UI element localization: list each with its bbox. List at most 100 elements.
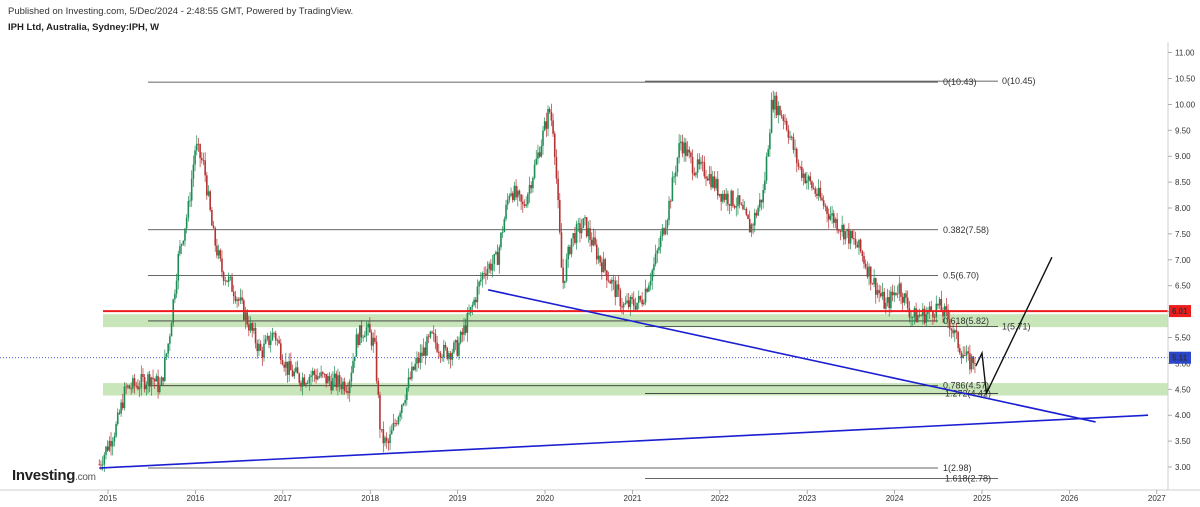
candle-body-64 bbox=[206, 175, 208, 196]
candle-body-519 bbox=[970, 356, 973, 370]
candle-body-245 bbox=[510, 193, 512, 196]
candle-body-302 bbox=[606, 270, 608, 281]
candle-body-210 bbox=[451, 352, 454, 360]
candle-body-422 bbox=[807, 176, 810, 181]
candle-body-454 bbox=[861, 251, 864, 257]
candle-body-490 bbox=[922, 308, 924, 316]
candle-body-337 bbox=[664, 227, 667, 235]
candle-body-223 bbox=[473, 299, 475, 305]
candle-body-347 bbox=[681, 141, 684, 154]
y-tick-label-2: 4.00 bbox=[1175, 411, 1191, 420]
x-tick-label-4: 2019 bbox=[449, 494, 467, 503]
candle-body-46 bbox=[175, 280, 178, 294]
candle-body-320 bbox=[636, 302, 638, 310]
y-tick-label-8: 7.00 bbox=[1175, 256, 1191, 265]
candle-body-435 bbox=[829, 215, 832, 220]
candle-body-232 bbox=[488, 263, 490, 269]
candle-body-164 bbox=[374, 337, 376, 342]
y-tick-label-5: 5.50 bbox=[1175, 334, 1191, 343]
candle-body-25 bbox=[140, 374, 143, 388]
candle-body-69 bbox=[214, 228, 217, 246]
candle-body-78 bbox=[229, 276, 232, 278]
candles-layer bbox=[98, 90, 976, 472]
candle-body-243 bbox=[506, 199, 509, 205]
candle-body-96 bbox=[259, 343, 262, 351]
candle-body-436 bbox=[831, 213, 833, 216]
candle-body-123 bbox=[305, 383, 307, 385]
candle-body-358 bbox=[700, 161, 702, 165]
candle-body-411 bbox=[789, 136, 791, 138]
candle-body-378 bbox=[733, 205, 736, 208]
candle-body-12 bbox=[118, 412, 121, 414]
candle-body-487 bbox=[916, 314, 919, 323]
candle-body-83 bbox=[237, 299, 240, 301]
candle-body-209 bbox=[449, 353, 452, 360]
candle-body-282 bbox=[572, 233, 575, 239]
candle-body-263 bbox=[540, 145, 543, 157]
candle-body-13 bbox=[120, 402, 122, 414]
candle-body-108 bbox=[279, 343, 282, 360]
candle-body-297 bbox=[597, 255, 600, 260]
x-tick-label-3: 2018 bbox=[361, 494, 379, 503]
candle-body-471 bbox=[890, 291, 892, 308]
support-badge-bg bbox=[1169, 305, 1191, 318]
x-tick-label-5: 2020 bbox=[536, 494, 554, 503]
candle-body-464 bbox=[878, 290, 880, 294]
candle-body-31 bbox=[150, 377, 153, 387]
candle-body-444 bbox=[844, 231, 847, 240]
candle-body-10 bbox=[115, 423, 117, 437]
candle-body-171 bbox=[385, 437, 388, 442]
candle-body-1 bbox=[100, 464, 102, 466]
candle-body-355 bbox=[695, 172, 697, 176]
candle-body-135 bbox=[325, 374, 327, 384]
candle-body-496 bbox=[932, 310, 934, 318]
candle-body-254 bbox=[525, 204, 527, 206]
candle-body-148 bbox=[347, 391, 349, 394]
candle-body-228 bbox=[481, 273, 484, 280]
candle-body-486 bbox=[915, 308, 917, 323]
candle-body-7 bbox=[110, 440, 112, 447]
candle-body-119 bbox=[298, 373, 301, 383]
candle-body-62 bbox=[202, 159, 205, 161]
candle-body-116 bbox=[293, 371, 296, 377]
candle-body-225 bbox=[476, 286, 479, 303]
candle-body-105 bbox=[274, 332, 277, 341]
candle-body-488 bbox=[918, 314, 921, 316]
candle-body-216 bbox=[461, 331, 464, 335]
candle-body-57 bbox=[194, 150, 196, 165]
current-price-badge-bg bbox=[1169, 351, 1191, 364]
candle-body-456 bbox=[864, 263, 867, 268]
candle-body-144 bbox=[340, 384, 343, 390]
candle-body-353 bbox=[691, 156, 694, 174]
candle-body-94 bbox=[256, 343, 259, 352]
candle-body-379 bbox=[735, 206, 738, 208]
candle-body-357 bbox=[698, 159, 701, 165]
candle-body-281 bbox=[570, 238, 573, 255]
candle-body-124 bbox=[306, 383, 309, 384]
candle-body-323 bbox=[641, 299, 643, 305]
candle-body-157 bbox=[362, 337, 364, 339]
candle-body-395 bbox=[762, 190, 764, 203]
y-tick-label-14: 10.00 bbox=[1175, 100, 1196, 109]
candle-body-332 bbox=[656, 250, 659, 254]
candle-body-484 bbox=[911, 317, 914, 318]
candle-body-472 bbox=[891, 291, 894, 296]
candle-body-392 bbox=[757, 207, 759, 216]
candle-body-153 bbox=[355, 334, 358, 357]
candle-body-458 bbox=[868, 266, 870, 277]
candle-body-73 bbox=[221, 258, 223, 273]
candle-body-352 bbox=[690, 152, 692, 157]
candle-body-340 bbox=[669, 200, 672, 202]
candle-body-391 bbox=[755, 212, 758, 216]
candle-body-197 bbox=[429, 331, 432, 338]
candle-body-396 bbox=[764, 180, 766, 191]
candle-body-465 bbox=[880, 293, 882, 297]
candle-body-56 bbox=[192, 164, 195, 179]
candle-body-176 bbox=[394, 423, 396, 424]
candle-body-122 bbox=[303, 377, 306, 385]
y-tick-label-15: 10.50 bbox=[1175, 75, 1196, 84]
candle-body-349 bbox=[685, 142, 687, 156]
trendline-0 bbox=[99, 414, 1149, 469]
candle-body-415 bbox=[795, 148, 798, 164]
